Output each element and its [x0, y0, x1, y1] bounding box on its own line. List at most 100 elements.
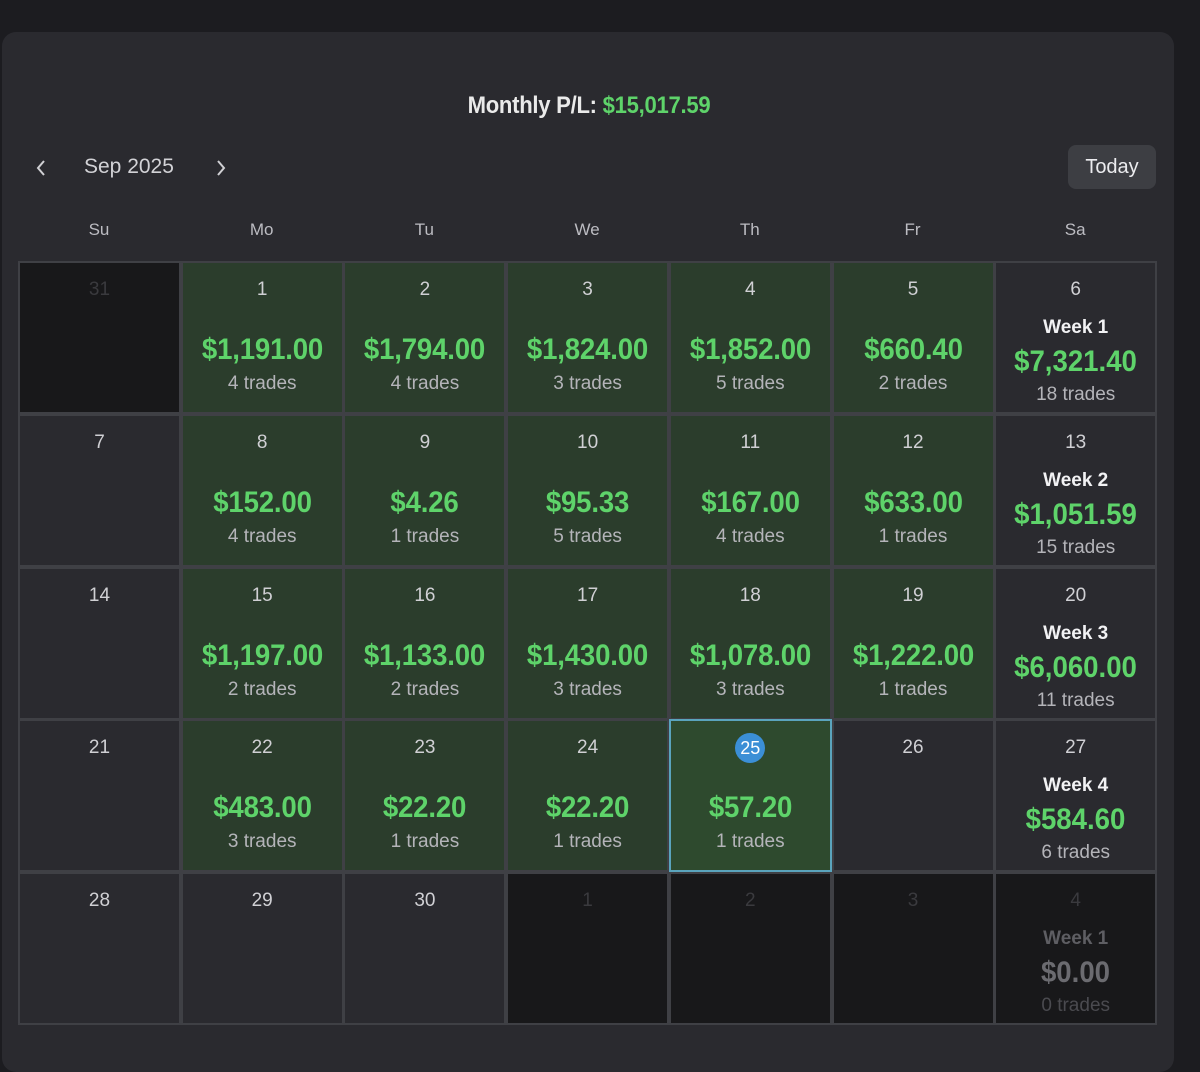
day-cell[interactable]: 23 $22.20 1 trades — [343, 719, 507, 873]
day-number: 26 — [902, 737, 924, 759]
day-cell[interactable]: 1 $1,191.00 4 trades — [180, 261, 344, 414]
day-pnl: $22.20 — [545, 791, 630, 825]
monthly-pl-label: Monthly P/L: — [467, 92, 597, 119]
day-cell[interactable]: 16 $1,133.00 2 trades — [343, 566, 507, 720]
day-number: 22 — [251, 737, 273, 759]
day-trade-count: 1 trades — [878, 525, 948, 547]
day-pnl: $1,430.00 — [527, 638, 649, 672]
weekday-fr: Fr — [904, 220, 921, 239]
day-trade-count: 3 trades — [227, 831, 297, 853]
day-number: 11 — [740, 431, 761, 453]
day-pnl: $1,197.00 — [201, 638, 323, 672]
today-badge: 25 — [735, 733, 766, 764]
day-cell[interactable]: 22 $483.00 3 trades — [180, 719, 344, 873]
day-trade-count: 1 trades — [715, 831, 785, 853]
day-pnl: $167.00 — [701, 485, 800, 519]
day-number: 1 — [256, 279, 268, 300]
day-trade-count: 4 trades — [715, 525, 785, 547]
day-cell[interactable]: 2 $1,794.00 4 trades — [343, 261, 507, 414]
day-cell[interactable]: 30 — [343, 872, 507, 1026]
week-pnl: $584.60 — [1025, 803, 1126, 837]
day-number: 3 — [582, 279, 593, 300]
day-pnl: $95.33 — [545, 485, 630, 519]
day-trade-count: 2 trades — [878, 373, 948, 394]
prev-month-button[interactable] — [26, 152, 56, 184]
day-pnl: $660.40 — [863, 333, 963, 366]
day-trade-count: 1 trades — [878, 678, 948, 700]
day-number: 6 — [1070, 279, 1081, 300]
week-summary-cell[interactable]: 27 Week 4 $584.60 6 trades — [994, 719, 1158, 873]
weekday-we: We — [574, 220, 600, 239]
day-number: 24 — [577, 737, 599, 759]
day-number: 2 — [419, 279, 431, 300]
current-month-label: Sep 2025 — [84, 155, 174, 178]
day-number: 30 — [414, 890, 436, 912]
monthly-pl-value: $15,017.59 — [602, 92, 711, 119]
day-number: 8 — [256, 431, 268, 453]
day-cell[interactable]: 29 — [180, 872, 344, 1026]
day-trade-count: 4 trades — [390, 373, 460, 394]
weekday-th: Th — [739, 220, 760, 239]
day-cell[interactable]: 2 — [668, 872, 832, 1026]
chevron-left-icon — [36, 160, 45, 176]
day-number: 4 — [745, 279, 756, 300]
weekday-mo: Mo — [249, 220, 274, 239]
day-cell[interactable]: 5 $660.40 2 trades — [831, 261, 995, 414]
day-cell[interactable]: 10 $95.33 5 trades — [506, 413, 670, 567]
day-number: 17 — [577, 584, 599, 606]
day-cell[interactable]: 19 $1,222.00 1 trades — [831, 566, 995, 720]
week-pnl: $0.00 — [1041, 956, 1111, 990]
day-cell[interactable]: 15 $1,197.00 2 trades — [180, 566, 344, 720]
next-month-button[interactable] — [206, 152, 236, 184]
day-cell[interactable]: 3 — [831, 872, 995, 1026]
day-trade-count: 5 trades — [715, 373, 785, 394]
day-cell[interactable]: 8 $152.00 4 trades — [180, 413, 344, 567]
day-trade-count: 3 trades — [553, 678, 622, 700]
day-trade-count: 3 trades — [553, 373, 622, 394]
day-cell[interactable]: 14 — [18, 566, 181, 720]
day-pnl: $1,191.00 — [201, 333, 323, 366]
day-cell[interactable]: 3 $1,824.00 3 trades — [506, 261, 670, 414]
day-pnl: $22.20 — [383, 791, 467, 825]
day-number: 19 — [902, 584, 924, 606]
day-cell[interactable]: 18 $1,078.00 3 trades — [668, 566, 832, 720]
day-cell[interactable]: 7 — [18, 413, 181, 567]
day-pnl: $633.00 — [863, 485, 963, 519]
day-trade-count: 1 trades — [553, 831, 622, 853]
day-pnl: $1,824.00 — [527, 333, 649, 366]
day-number: 31 — [88, 279, 111, 300]
day-cell[interactable]: 11 $167.00 4 trades — [668, 413, 832, 567]
day-cell[interactable]: 24 $22.20 1 trades — [506, 719, 670, 873]
week-pnl: $1,051.59 — [1014, 497, 1138, 531]
day-number: 1 — [582, 890, 593, 912]
day-trade-count: 3 trades — [715, 678, 785, 700]
day-number: 21 — [88, 737, 111, 759]
day-cell[interactable]: 31 — [18, 261, 181, 414]
day-trade-count: 1 trades — [390, 831, 460, 853]
week-summary-cell[interactable]: 20 Week 3 $6,060.00 11 trades — [994, 566, 1158, 720]
day-cell[interactable]: 1 — [506, 872, 670, 1026]
day-cell[interactable]: 21 — [18, 719, 181, 873]
day-cell[interactable]: 4 $1,852.00 5 trades — [668, 261, 832, 414]
today-button[interactable]: Today — [1068, 145, 1156, 189]
day-cell[interactable]: 28 — [18, 872, 181, 1026]
day-cell[interactable]: 17 $1,430.00 3 trades — [506, 566, 670, 720]
day-number: 2 — [745, 890, 756, 912]
day-cell[interactable]: 26 — [831, 719, 995, 873]
week-summary-cell[interactable]: 13 Week 2 $1,051.59 15 trades — [994, 413, 1158, 567]
day-trade-count: 4 trades — [227, 525, 297, 547]
week-trade-count: 11 trades — [1036, 689, 1115, 711]
day-pnl: $1,078.00 — [689, 638, 811, 672]
day-cell[interactable]: 25 $57.20 1 trades — [668, 719, 832, 873]
week-summary-cell[interactable]: 6 Week 1 $7,321.40 18 trades — [994, 261, 1158, 414]
day-number: 12 — [902, 431, 924, 453]
day-number: 27 — [1065, 737, 1087, 759]
week-summary-cell[interactable]: 4 Week 1 $0.00 0 trades — [994, 872, 1158, 1026]
day-cell[interactable]: 9 $4.26 1 trades — [343, 413, 507, 567]
day-number: 7 — [94, 431, 105, 453]
day-trade-count: 2 trades — [227, 678, 297, 700]
week-label: Week 3 — [1043, 622, 1109, 644]
monthly-pl-summary: Monthly P/L: $15,017.59 — [49, 92, 1129, 120]
day-cell[interactable]: 12 $633.00 1 trades — [831, 413, 995, 567]
week-trade-count: 6 trades — [1041, 842, 1111, 864]
